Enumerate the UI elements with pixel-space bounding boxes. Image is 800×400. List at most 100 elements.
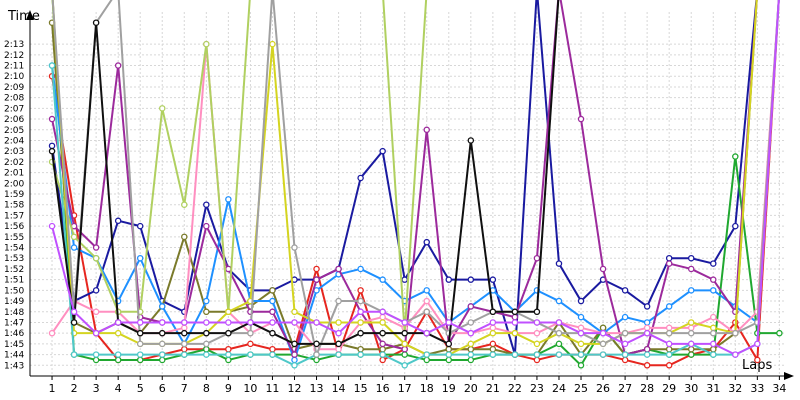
data-point	[379, 329, 386, 337]
data-point	[181, 329, 188, 337]
data-point	[247, 340, 254, 348]
x-tick-label: 28	[640, 382, 654, 395]
data-point	[181, 345, 188, 353]
data-point	[643, 329, 651, 337]
y-tick-label: 1:47	[4, 318, 24, 328]
data-point	[665, 260, 673, 267]
data-point	[710, 276, 717, 283]
data-point	[357, 174, 364, 182]
data-point	[114, 351, 122, 358]
data-point	[203, 222, 210, 230]
x-tick-label: 7	[181, 382, 188, 395]
data-point	[710, 313, 717, 321]
data-point	[665, 254, 673, 262]
data-point	[555, 260, 563, 267]
data-point	[225, 308, 232, 316]
y-tick-label: 2:03	[4, 147, 24, 157]
data-point	[423, 308, 430, 316]
data-point	[313, 265, 320, 273]
data-point	[489, 276, 497, 283]
x-tick-label: 30	[684, 382, 698, 395]
data-point	[225, 356, 232, 364]
y-tick-label: 1:46	[4, 329, 24, 339]
y-tick-label: 1:54	[4, 244, 24, 254]
data-point	[489, 329, 497, 337]
data-point	[335, 297, 342, 305]
data-point	[92, 244, 100, 251]
data-point	[489, 340, 497, 348]
series-line	[51, 0, 780, 356]
x-tick-label: 21	[486, 382, 500, 395]
data-point	[48, 142, 56, 150]
x-tick-label: 2	[71, 382, 78, 395]
data-point	[203, 40, 210, 48]
data-point	[732, 222, 739, 230]
data-point	[599, 265, 607, 273]
data-point	[423, 329, 430, 337]
data-point	[313, 319, 320, 326]
data-point	[313, 351, 320, 358]
data-point	[533, 329, 541, 337]
data-point	[687, 324, 695, 332]
data-point	[181, 324, 188, 332]
data-point	[401, 351, 408, 358]
data-point	[269, 287, 276, 294]
data-point	[445, 276, 453, 283]
y-axis-arrow	[26, 10, 34, 20]
data-point	[92, 351, 100, 358]
data-point	[335, 265, 342, 273]
data-point	[577, 340, 585, 348]
data-point	[687, 265, 695, 273]
data-point	[643, 351, 651, 358]
data-point	[665, 351, 673, 358]
series-line	[51, 0, 780, 356]
data-point	[136, 254, 144, 262]
data-point	[92, 287, 100, 294]
data-point	[136, 329, 144, 337]
data-point	[555, 319, 563, 326]
data-point	[225, 345, 232, 353]
data-point	[710, 260, 717, 267]
data-point	[203, 319, 210, 326]
x-tick-label: 31	[706, 382, 720, 395]
data-point	[754, 340, 761, 348]
data-point	[511, 319, 519, 326]
data-point	[732, 351, 739, 358]
data-point	[48, 115, 56, 123]
data-point	[379, 351, 386, 358]
x-tick-label: 26	[596, 382, 610, 395]
series-line	[51, 0, 758, 356]
data-point	[665, 324, 673, 332]
series-line	[51, 0, 780, 367]
data-point	[269, 308, 276, 316]
y-tick-label: 1:45	[4, 340, 24, 350]
data-point	[114, 62, 122, 69]
data-point	[225, 196, 232, 203]
data-point	[467, 345, 475, 353]
data-point	[114, 329, 122, 337]
y-tick-label: 1:49	[4, 297, 24, 307]
data-point	[379, 308, 386, 316]
data-point	[181, 233, 188, 241]
data-point	[665, 340, 673, 348]
data-point	[511, 308, 519, 316]
data-point	[291, 308, 298, 316]
y-tick-label: 2:00	[4, 179, 24, 189]
y-tick-label: 1:44	[4, 351, 24, 361]
data-point	[181, 351, 188, 358]
data-point	[445, 340, 453, 348]
data-point	[423, 356, 430, 364]
data-point	[467, 137, 475, 144]
data-point	[577, 297, 585, 305]
data-point	[114, 217, 122, 225]
x-tick-label: 4	[115, 382, 122, 395]
data-point	[533, 308, 541, 316]
data-point	[710, 345, 717, 353]
data-point	[136, 222, 144, 230]
data-point	[621, 340, 629, 348]
x-tick-label: 27	[618, 382, 632, 395]
data-point	[92, 329, 100, 337]
x-tick-label: 17	[398, 382, 412, 395]
data-point	[599, 340, 607, 348]
